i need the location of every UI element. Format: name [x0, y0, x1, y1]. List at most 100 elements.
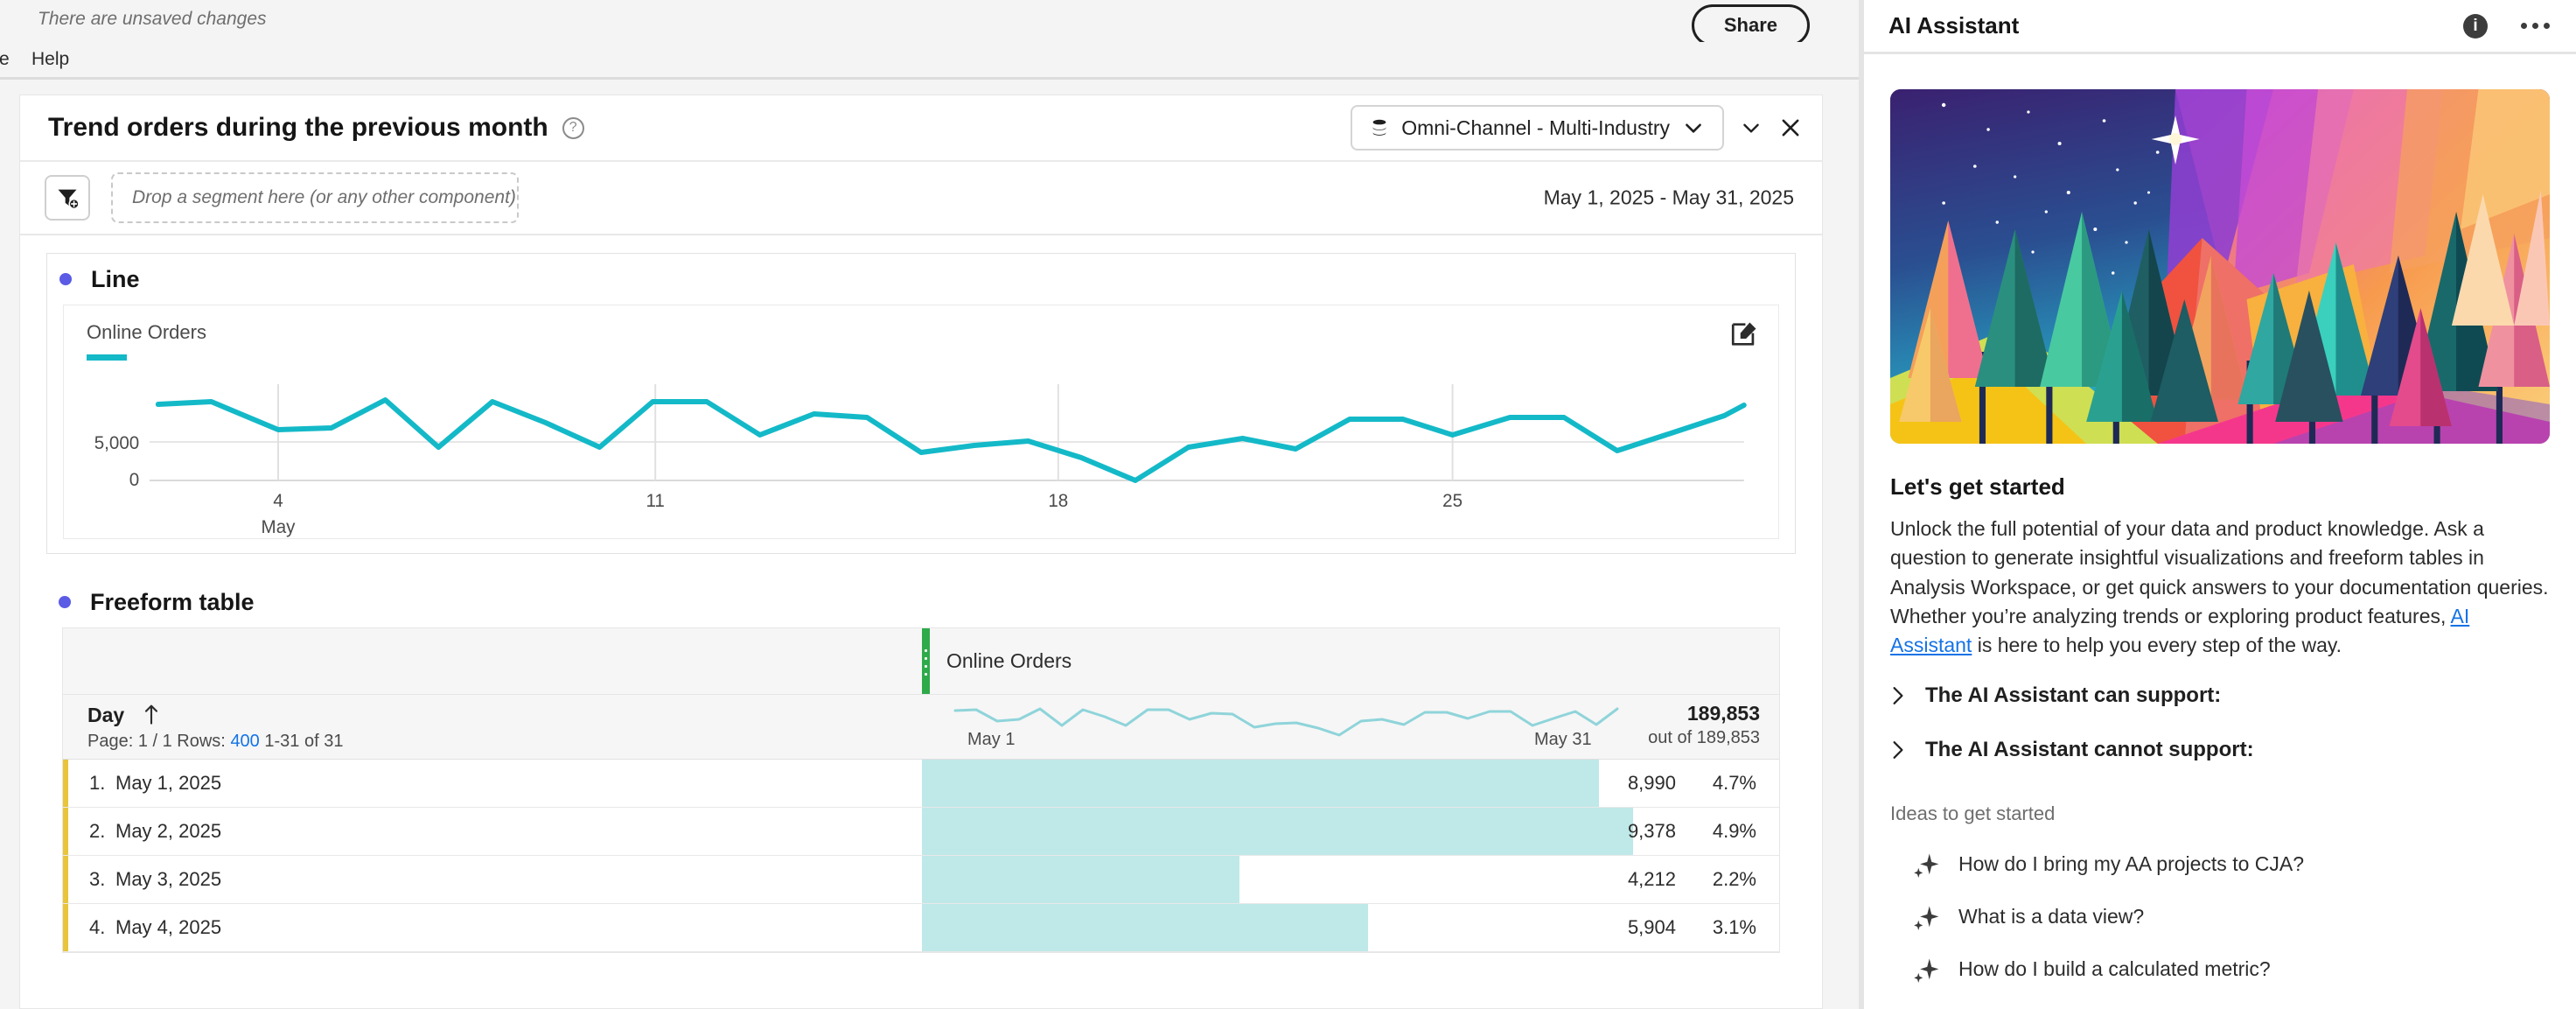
table-row-percent: 4.9% [1712, 820, 1756, 842]
table-dimension-header-row: Day Page: 1 / 1 Rows: 400 1-31 of 31 [63, 695, 1779, 760]
ai-assistant-title: AI Assistant [1888, 12, 2020, 39]
panel-header-divider [20, 160, 1822, 162]
main-workspace: There are unsaved changes Share re Help … [0, 0, 1859, 1009]
metric-total: 189,853 out of 189,853 [1648, 702, 1760, 748]
idea-item[interactable]: How do I build a calculated metric? [1890, 956, 2550, 983]
ai-assistant-description: Unlock the full potential of your data a… [1890, 515, 2550, 661]
menu-item-help[interactable]: Help [31, 49, 70, 69]
svg-text:11: 11 [646, 491, 665, 511]
table-row[interactable]: 1. May 1, 2025 8,990 4.7% [63, 760, 1779, 808]
table-row-rank: 3. [89, 868, 106, 890]
table-row-value: 4,212 [1627, 868, 1676, 890]
svg-text:4: 4 [273, 491, 283, 511]
freeform-viz-header[interactable]: Freeform table [46, 577, 1796, 627]
chevron-right-icon [1893, 740, 1903, 759]
more-options-icon[interactable] [2521, 23, 2550, 29]
table-row-dimension[interactable]: 4. May 4, 2025 [63, 904, 922, 951]
table-row-dimension[interactable]: 3. May 3, 2025 [63, 856, 922, 903]
ai-assistant-link[interactable]: AI Assistant [1890, 605, 2470, 657]
table-row-value: 9,378 [1627, 820, 1676, 842]
viz-status-dot-icon [59, 596, 71, 608]
table-row-rank: 1. [89, 772, 106, 794]
panel-card: Trend orders during the previous month ? [19, 95, 1823, 1009]
table-metric-header-row: Online Orders [63, 628, 1779, 695]
idea-item[interactable]: What is a data view? [1890, 904, 2550, 930]
svg-text:May: May [262, 517, 296, 537]
segment-bar-divider [20, 234, 1822, 235]
line-legend-label: Online Orders [87, 321, 206, 343]
segment-dropzone-placeholder: Drop a segment here (or any other compon… [132, 187, 516, 207]
table-row-label: May 2, 2025 [115, 820, 222, 842]
svg-text:0: 0 [129, 470, 139, 490]
pagination-rows-value[interactable]: 400 [230, 732, 260, 751]
dimension-color-edge-icon [63, 904, 68, 951]
ai-assistant-body: Let's get started Unlock the full potent… [1864, 473, 2576, 983]
edit-visualization-icon[interactable] [1729, 319, 1759, 349]
line-viz-header[interactable]: Line [47, 254, 1795, 305]
table-row-value: 8,990 [1627, 772, 1676, 794]
accordion-cannot-support[interactable]: The AI Assistant cannot support: [1890, 738, 2550, 762]
help-icon[interactable]: ? [562, 116, 584, 139]
table-row[interactable]: 2. May 2, 2025 9,378 4.9% [63, 808, 1779, 856]
table-row-metric[interactable]: 5,904 3.1% [922, 904, 1779, 951]
table-row-rank: 2. [89, 820, 106, 842]
table-row-value: 5,904 [1627, 916, 1676, 938]
sparkle-icon [1914, 853, 1939, 878]
metric-drag-grip-icon[interactable] [924, 646, 927, 676]
add-filter-button[interactable] [45, 175, 90, 221]
dimension-header-label: Day [87, 704, 125, 726]
sparkle-icon [1914, 958, 1939, 983]
page-title: Trend orders during the previous month [48, 113, 548, 142]
menubar-divider [0, 77, 1859, 80]
dimension-color-edge-icon [63, 808, 68, 855]
table-sparkline-cell: May 1 May 31 189,853 out of 189,853 [922, 695, 1779, 759]
share-button[interactable]: Share [1691, 4, 1810, 46]
close-icon[interactable] [1778, 116, 1803, 140]
info-icon[interactable]: i [2463, 13, 2488, 39]
table-row-label: May 3, 2025 [115, 868, 222, 890]
menu-item-share[interactable]: re [0, 49, 10, 69]
table-dimension-cell[interactable]: Day Page: 1 / 1 Rows: 400 1-31 of 31 [63, 695, 922, 759]
table-row-bar-fill [922, 904, 1368, 951]
table-row-dimension[interactable]: 1. May 1, 2025 [63, 760, 922, 807]
table-row-percent: 2.2% [1712, 868, 1756, 890]
table-metric-header-cell[interactable]: Online Orders [922, 628, 1779, 694]
dimension-color-edge-icon [63, 856, 68, 903]
metric-sparkline [953, 707, 1619, 737]
accordion-can-support[interactable]: The AI Assistant can support: [1890, 683, 2550, 708]
dataview-selector[interactable]: Omni-Channel - Multi-Industry [1351, 105, 1724, 151]
description-part1: Unlock the full potential of your data a… [1890, 517, 2549, 628]
svg-text:25: 25 [1442, 491, 1463, 511]
ai-assistant-header: AI Assistant i [1864, 0, 2576, 54]
table-row-bar-fill [922, 808, 1634, 855]
filter-add-icon [58, 189, 80, 210]
panel-collapse-chevron-icon[interactable] [1740, 116, 1763, 139]
idea-label: What is a data view? [1958, 905, 2145, 928]
idea-label: How do I build a calculated metric? [1958, 957, 2271, 981]
line-viz-title: Line [91, 265, 140, 292]
table-row-bar-fill [922, 760, 1600, 807]
table-row[interactable]: 4. May 4, 2025 5,904 3.1% [63, 904, 1779, 952]
table-row-metric[interactable]: 8,990 4.7% [922, 760, 1779, 807]
segment-dropzone[interactable]: Drop a segment here (or any other compon… [111, 172, 519, 223]
table-row-dimension[interactable]: 2. May 2, 2025 [63, 808, 922, 855]
table-row-percent: 4.7% [1712, 772, 1756, 794]
dimension-color-edge-icon [63, 760, 68, 807]
table-row-label: May 4, 2025 [115, 916, 222, 938]
table-row-metric[interactable]: 9,378 4.9% [922, 808, 1779, 855]
sort-ascending-icon[interactable] [143, 704, 159, 725]
pagination-prefix: Page: 1 / 1 Rows: [87, 732, 226, 751]
accordion-cannot-support-label: The AI Assistant cannot support: [1925, 737, 2254, 761]
idea-item[interactable]: How do I bring my AA projects to CJA? [1890, 851, 2550, 878]
idea-label: How do I bring my AA projects to CJA? [1958, 852, 2305, 876]
ai-assistant-hero-image [1890, 89, 2550, 444]
table-row[interactable]: 3. May 3, 2025 4,212 2.2% [63, 856, 1779, 904]
chevron-down-icon[interactable] [1682, 116, 1705, 139]
ideas-section-label: Ideas to get started [1890, 802, 2056, 824]
date-range-label[interactable]: May 1, 2025 - May 31, 2025 [1543, 186, 1794, 209]
line-chart[interactable]: Online Orders [63, 305, 1779, 539]
pagination-suffix: 1-31 of 31 [264, 732, 344, 751]
unsaved-changes-text: There are unsaved changes [38, 9, 267, 29]
panel-header: Trend orders during the previous month ? [20, 95, 1822, 160]
table-row-metric[interactable]: 4,212 2.2% [922, 856, 1779, 903]
